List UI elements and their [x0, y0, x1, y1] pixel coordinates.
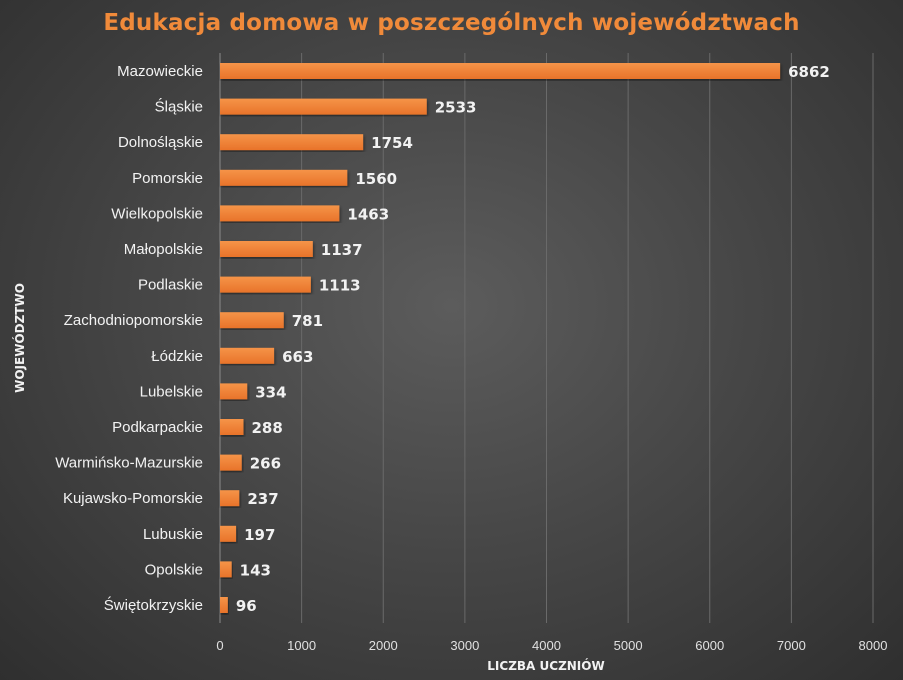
- data-label: 1560: [355, 170, 397, 188]
- y-axis-label: WOJEWÓDZTWO: [12, 283, 27, 393]
- bar-zachodniopomorskie: [220, 312, 284, 329]
- category-label: Lubelskie: [140, 383, 203, 400]
- bar-kujawsko-pomorskie: [220, 490, 240, 507]
- category-label: Zachodniopomorskie: [64, 312, 203, 329]
- category-label: Lubuskie: [143, 526, 203, 543]
- data-label: 2533: [435, 99, 477, 117]
- data-label: 143: [240, 561, 271, 579]
- category-label: Podkarpackie: [112, 419, 203, 436]
- bar-mazowieckie: [220, 63, 781, 79]
- category-label: Warmińsko-Mazurskie: [55, 455, 203, 472]
- x-tick-label: 7000: [777, 638, 806, 653]
- category-label: Świętokrzyskie: [104, 596, 203, 614]
- bar-opolskie: [220, 561, 232, 578]
- data-label: 1113: [319, 277, 361, 295]
- bar-śląskie: [220, 98, 427, 115]
- chart-title: Edukacja domowa w poszczególnych wojewód…: [103, 10, 800, 36]
- bar-lubuskie: [220, 525, 237, 542]
- x-axis-label: LICZBA UCZNIÓW: [487, 658, 604, 673]
- x-tick-label: 5000: [614, 638, 643, 653]
- data-label: 1754: [371, 134, 413, 152]
- data-label: 266: [250, 455, 281, 473]
- data-label: 1137: [321, 241, 363, 259]
- x-tick-label: 1000: [287, 638, 316, 653]
- bar-łódzkie: [220, 347, 275, 364]
- category-label: Śląskie: [155, 98, 203, 116]
- x-tick-label: 8000: [859, 638, 888, 653]
- category-label: Łódzkie: [151, 348, 203, 365]
- data-label: 288: [252, 419, 283, 437]
- x-tick-label: 0: [216, 638, 223, 653]
- data-label: 237: [247, 490, 278, 508]
- category-label: Pomorskie: [132, 170, 203, 187]
- bar-wielkopolskie: [220, 205, 340, 222]
- data-label: 334: [255, 383, 286, 401]
- category-label: Kujawsko-Pomorskie: [63, 490, 203, 507]
- bar-świętokrzyskie: [220, 597, 228, 613]
- data-label: 663: [282, 348, 313, 366]
- x-tick-label: 2000: [369, 638, 398, 653]
- category-label: Dolnośląskie: [118, 134, 203, 151]
- bar-warmińsko-mazurskie: [220, 454, 242, 471]
- category-label: Podlaskie: [138, 277, 203, 294]
- bar-pomorskie: [220, 169, 348, 186]
- x-tick-label: 4000: [532, 638, 561, 653]
- bar-lubelskie: [220, 383, 248, 400]
- data-label: 96: [236, 597, 257, 615]
- category-label: Opolskie: [145, 561, 203, 578]
- data-label: 197: [244, 526, 275, 544]
- x-tick-label: 3000: [450, 638, 479, 653]
- data-label: 1463: [347, 205, 389, 223]
- data-label: 781: [292, 312, 323, 330]
- category-label: Wielkopolskie: [111, 205, 203, 222]
- data-label: 6862: [788, 63, 830, 81]
- x-tick-label: 6000: [695, 638, 724, 653]
- category-label: Mazowieckie: [117, 63, 203, 80]
- bar-małopolskie: [220, 241, 313, 257]
- category-label: Małopolskie: [124, 241, 203, 258]
- bar-dolnośląskie: [220, 134, 364, 151]
- bar-podkarpackie: [220, 419, 244, 435]
- bar-podlaskie: [220, 276, 311, 293]
